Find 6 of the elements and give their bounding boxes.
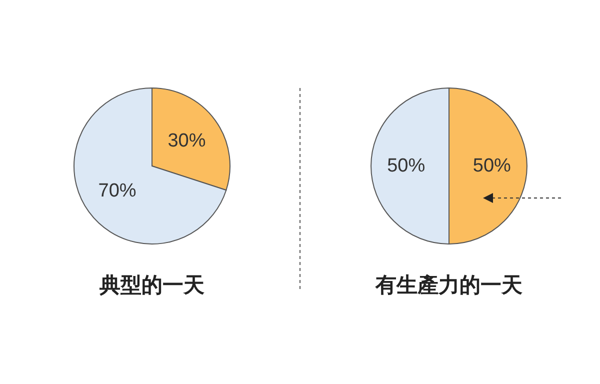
text: 有生產力的一天 [374,274,522,297]
data-label: 30% [168,130,206,152]
data-label: 50% [472,156,512,176]
text: 典型的一天 [98,274,204,297]
data-label: 70% [98,180,136,202]
data-label: 50% [387,156,426,176]
